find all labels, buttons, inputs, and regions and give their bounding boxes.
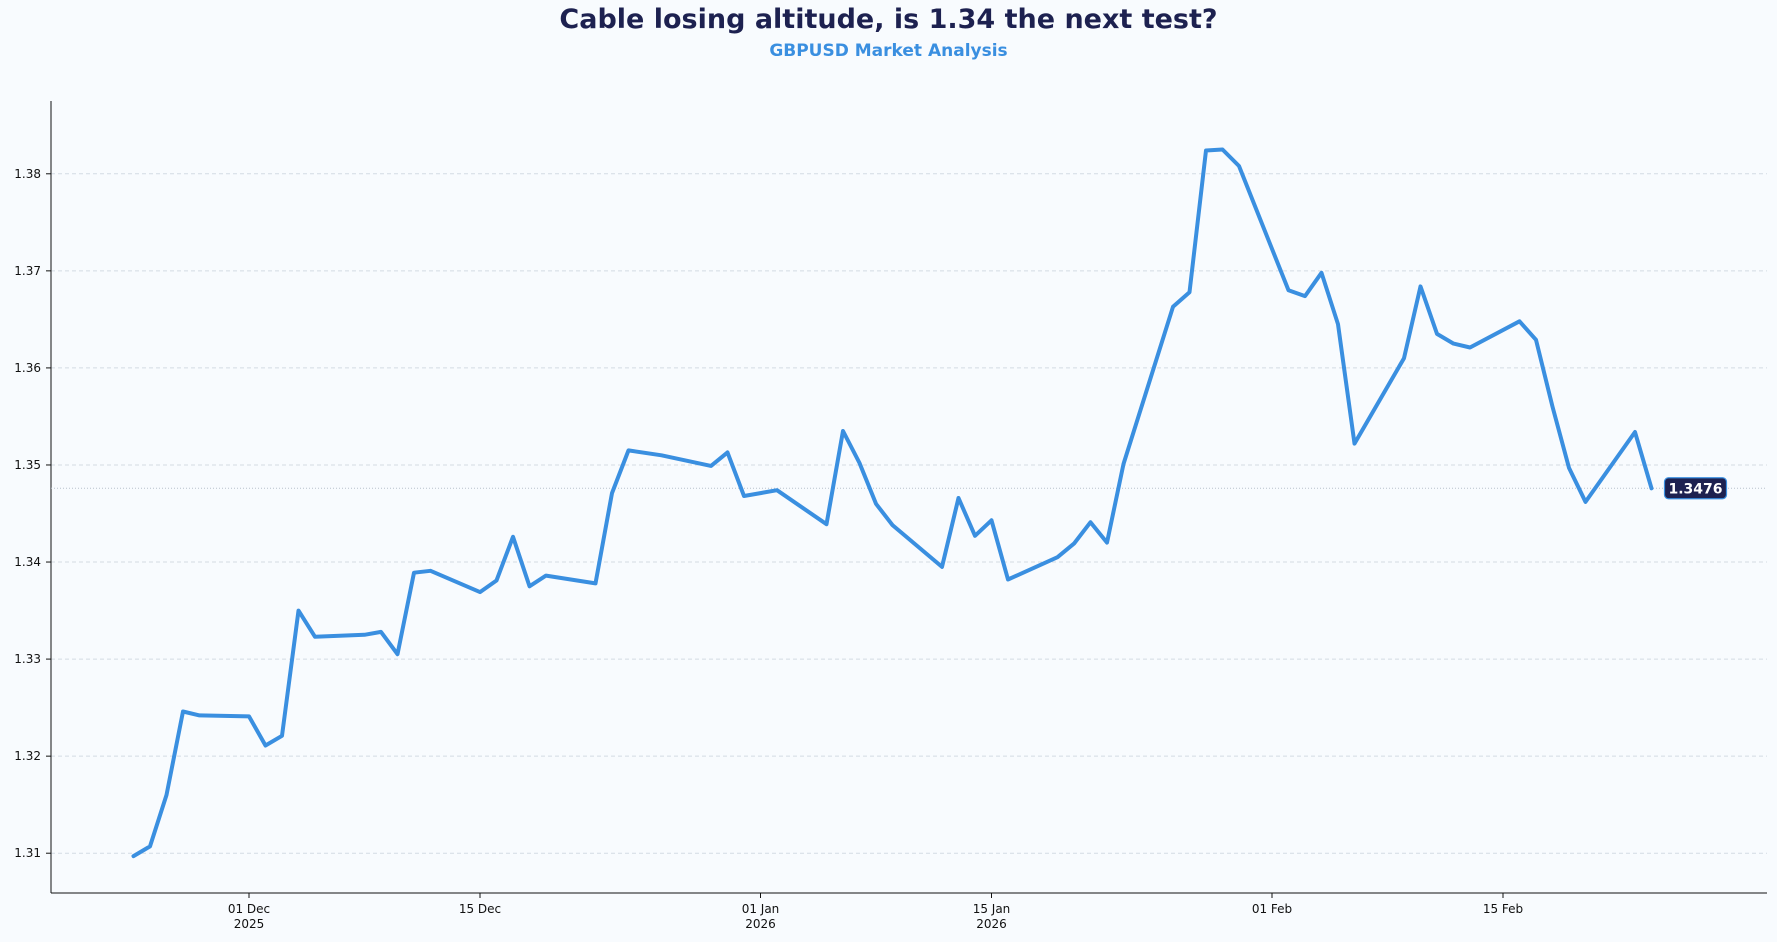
data-point: [1551, 405, 1555, 409]
data-point: [627, 448, 631, 452]
data-point: [1320, 271, 1324, 275]
data-point: [1171, 305, 1175, 309]
x-tick-label: 15 Dec: [459, 902, 501, 916]
data-point: [709, 464, 713, 468]
data-point: [165, 793, 169, 797]
data-point: [396, 652, 400, 656]
data-point: [429, 569, 433, 573]
data-point: [858, 461, 862, 465]
data-point: [1534, 338, 1538, 342]
data-point: [478, 590, 482, 594]
data-point: [1518, 319, 1522, 323]
y-tick-label: 1.33: [14, 652, 41, 666]
data-point: [1089, 520, 1093, 524]
x-tick-label: 15 Jan: [973, 902, 1011, 916]
data-point: [726, 450, 730, 454]
data-point: [1006, 578, 1010, 582]
x-tick-label: 15 Feb: [1483, 902, 1523, 916]
data-point: [1336, 322, 1340, 326]
data-point: [528, 584, 532, 588]
data-point: [1188, 290, 1192, 294]
data-point: [1452, 342, 1456, 346]
data-point: [495, 578, 499, 582]
data-point: [1204, 149, 1208, 153]
data-point: [1567, 466, 1571, 470]
data-point: [1468, 346, 1472, 350]
data-point: [544, 574, 548, 578]
axes: [50, 101, 1767, 894]
data-point: [1353, 442, 1357, 446]
y-tick-label: 1.35: [14, 458, 41, 472]
y-tick-label: 1.37: [14, 264, 41, 278]
data-point: [660, 453, 664, 457]
data-point: [742, 494, 746, 498]
data-point: [264, 743, 268, 747]
data-point: [825, 522, 829, 526]
x-tick-year-label: 2026: [976, 917, 1007, 931]
data-point: [198, 713, 202, 717]
data-point: [313, 635, 317, 639]
y-tick-label: 1.36: [14, 361, 41, 375]
x-tick-year-label: 2025: [234, 917, 265, 931]
chart-subtitle: GBPUSD Market Analysis: [769, 41, 1008, 61]
data-point: [1287, 288, 1291, 292]
data-point: [1435, 332, 1439, 336]
data-point: [891, 523, 895, 527]
x-tick-label: 01 Feb: [1252, 902, 1292, 916]
data-point: [1402, 356, 1406, 360]
grid-lines: [51, 173, 1767, 854]
data-point: [1122, 462, 1126, 466]
data-point: [1303, 294, 1307, 298]
series-line: [131, 147, 1654, 859]
data-point: [957, 496, 961, 500]
data-point: [973, 534, 977, 538]
y-tick-label: 1.34: [14, 555, 41, 569]
chart-title: Cable losing altitude, is 1.34 the next …: [559, 4, 1218, 35]
data-point: [412, 571, 416, 575]
data-point: [363, 633, 367, 637]
x-tick-year-label: 2026: [745, 917, 776, 931]
data-point: [280, 734, 284, 738]
data-point: [1419, 284, 1423, 288]
y-tick-label: 1.31: [14, 846, 41, 860]
data-point: [1584, 500, 1588, 504]
data-point: [511, 535, 515, 539]
data-point: [1056, 555, 1060, 559]
last-value-label: 1.3476: [1668, 481, 1722, 497]
y-axis-ticks: 1.31 1.32 1.33 1.34 1.35 1.36 1.37 1.38: [14, 167, 51, 860]
last-value-badge: 1.3476: [1663, 477, 1728, 500]
data-point: [1072, 542, 1076, 546]
data-point: [1633, 430, 1637, 434]
data-point: [379, 630, 383, 634]
data-point: [1221, 148, 1225, 152]
data-point: [775, 488, 779, 492]
x-tick-label: 01 Jan: [742, 902, 780, 916]
data-point: [297, 609, 301, 613]
data-point: [1650, 486, 1654, 490]
data-point: [874, 502, 878, 506]
data-point: [610, 491, 614, 495]
y-tick-label: 1.38: [14, 167, 41, 181]
data-point: [148, 844, 152, 848]
last-value-badge-box: [1663, 477, 1728, 500]
data-point: [181, 710, 185, 714]
data-points: [132, 148, 1654, 859]
data-point: [940, 565, 944, 569]
data-point: [1237, 164, 1241, 168]
data-point: [990, 518, 994, 522]
y-tick-label: 1.32: [14, 749, 41, 763]
data-point: [132, 854, 136, 858]
data-point: [247, 714, 251, 718]
data-point: [841, 429, 845, 433]
data-point: [1105, 541, 1109, 545]
data-point: [594, 581, 598, 585]
x-tick-label: 01 Dec: [228, 902, 270, 916]
